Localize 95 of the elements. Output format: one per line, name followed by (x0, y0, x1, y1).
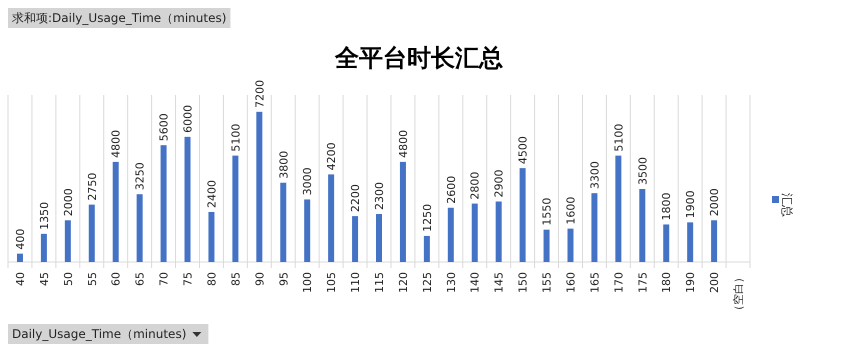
data-label: 5100 (612, 124, 626, 152)
data-label: 2000 (62, 188, 75, 216)
x-tick-label: 175 (636, 272, 650, 293)
x-tick-label: 170 (612, 272, 626, 293)
data-label: 2200 (349, 184, 362, 212)
bar (400, 162, 406, 262)
x-tick-label: 200 (708, 272, 722, 293)
x-tick-label: （空白） (732, 272, 746, 316)
bar (424, 236, 430, 262)
x-tick-label: 45 (38, 272, 51, 286)
data-label: 5100 (229, 124, 242, 152)
data-label: 1900 (684, 190, 698, 218)
data-label: 3500 (636, 156, 650, 185)
x-tick-label: 150 (516, 272, 530, 293)
bar (328, 174, 334, 262)
text: 求和项:Daily_Usage_Time（minutes) (12, 11, 226, 25)
data-label: 1350 (38, 202, 51, 230)
x-tick-label: 80 (205, 272, 218, 286)
bar (208, 212, 214, 262)
data-label: 2000 (708, 188, 722, 216)
bar (663, 224, 670, 262)
bar (687, 222, 694, 262)
bar (448, 208, 454, 262)
bar (711, 220, 718, 262)
data-label: 2800 (468, 172, 482, 200)
bar (352, 216, 358, 262)
x-tick-label: 120 (396, 272, 410, 293)
x-tick-label: 145 (492, 272, 506, 293)
bar (232, 156, 238, 262)
x-tick-label: 190 (684, 272, 698, 293)
x-tick-label: 155 (540, 272, 554, 293)
x-tick-label: 50 (62, 272, 75, 286)
x-tick-label: 95 (277, 272, 290, 286)
x-tick-label: 60 (110, 272, 123, 286)
x-tick-label: 100 (301, 272, 314, 293)
x-tick-label: 140 (468, 272, 482, 293)
data-label: 2400 (205, 180, 218, 208)
bar (544, 230, 550, 262)
bar (376, 214, 382, 262)
bar (567, 228, 574, 262)
bar (184, 136, 191, 262)
data-label: 2600 (444, 176, 458, 204)
bar (40, 234, 47, 262)
bar (280, 182, 286, 262)
data-label: 3800 (277, 150, 290, 179)
x-tick-label: 105 (325, 272, 338, 293)
data-label: 1600 (564, 196, 578, 225)
data-label: 1550 (540, 198, 554, 226)
x-tick-label: 125 (420, 272, 434, 293)
bar (520, 168, 526, 262)
bar (615, 156, 622, 262)
bar (304, 199, 310, 262)
data-label: 7200 (253, 80, 266, 108)
x-tick-label: 180 (660, 272, 674, 293)
x-tick-label: 115 (373, 272, 386, 293)
data-label: 3000 (301, 167, 314, 196)
data-label: 3300 (588, 161, 602, 190)
data-label: 4200 (325, 142, 338, 170)
x-tick-label: 110 (349, 272, 362, 293)
data-label: 1250 (420, 204, 434, 232)
data-label: 6000 (182, 104, 195, 133)
bar (256, 112, 262, 262)
legend-label: 汇总 (780, 193, 794, 217)
bar (591, 193, 598, 262)
x-tick-label: 85 (229, 272, 242, 286)
bar (64, 220, 71, 262)
bar (160, 145, 167, 262)
data-label: 2300 (373, 182, 386, 210)
x-tick-label: 160 (564, 272, 578, 293)
bar (136, 194, 143, 262)
x-tick-label: 65 (134, 272, 147, 286)
data-label: 4800 (110, 130, 123, 158)
data-label: 4800 (396, 130, 410, 158)
bar (496, 202, 502, 262)
data-label: 2900 (492, 170, 506, 198)
bar (639, 188, 646, 262)
bar (16, 254, 23, 262)
text: Daily_Usage_Time（minutes) (12, 327, 186, 341)
x-tick-label: 55 (86, 272, 99, 286)
bar (112, 162, 119, 262)
data-label: 4500 (516, 136, 530, 164)
data-label: 3250 (134, 162, 147, 190)
x-tick-label: 90 (253, 272, 266, 286)
bar (88, 204, 95, 262)
bar (472, 204, 478, 262)
data-label: 2750 (86, 172, 99, 201)
chart-title: 全平台时长汇总 (334, 44, 503, 72)
x-tick-label: 40 (14, 272, 27, 286)
data-label: 1800 (660, 192, 674, 220)
x-tick-label: 75 (182, 272, 195, 286)
x-tick-label: 70 (158, 272, 171, 286)
x-tick-label: 165 (588, 272, 602, 293)
x-tick-label: 130 (444, 272, 458, 293)
data-label: 5600 (158, 113, 171, 142)
data-label: 400 (14, 228, 27, 250)
